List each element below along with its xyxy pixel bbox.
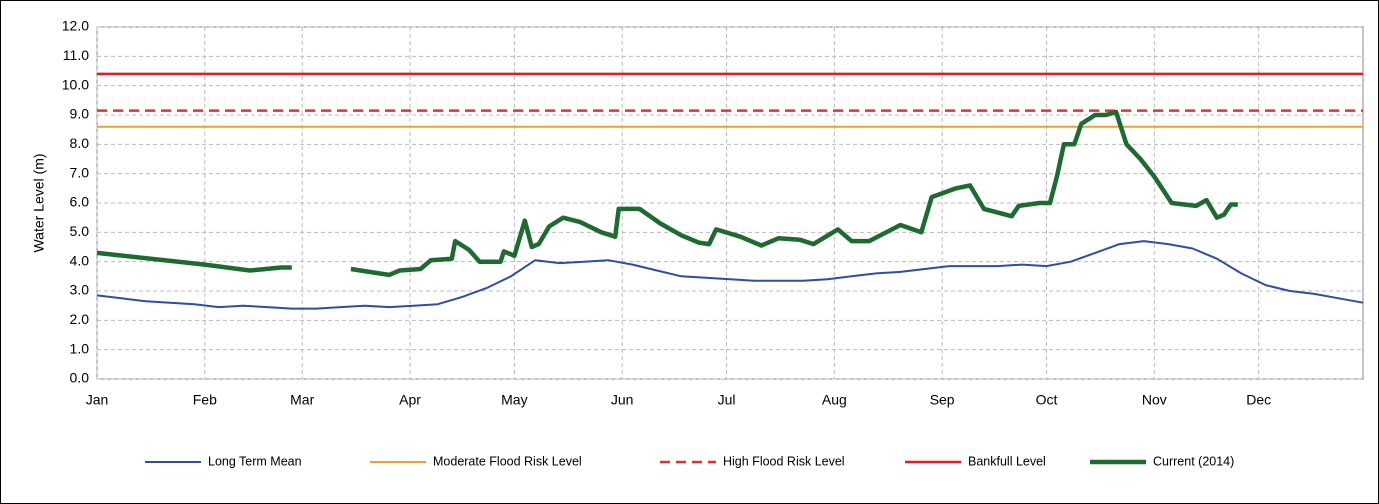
y-tick-label: 1.0 xyxy=(70,340,90,356)
x-tick-label: Jul xyxy=(718,392,736,408)
x-tick-label: Apr xyxy=(399,392,421,408)
x-tick-label: Feb xyxy=(193,392,217,408)
x-tick-label: Jan xyxy=(86,392,109,408)
y-tick-label: 7.0 xyxy=(70,164,90,180)
legend-label: Moderate Flood Risk Level xyxy=(433,454,582,468)
x-tick-label: Aug xyxy=(822,392,847,408)
legend-label: Bankfull Level xyxy=(968,454,1046,468)
x-tick-label: Dec xyxy=(1246,392,1271,408)
y-tick-label: 12.0 xyxy=(62,18,89,34)
legend-label: High Flood Risk Level xyxy=(723,454,845,468)
x-tick-label: May xyxy=(501,392,527,408)
y-tick-label: 6.0 xyxy=(70,194,90,210)
y-tick-label: 2.0 xyxy=(70,311,90,327)
x-tick-label: Mar xyxy=(290,392,314,408)
y-tick-label: 5.0 xyxy=(70,223,90,239)
y-tick-label: 3.0 xyxy=(70,282,90,298)
legend-label: Current (2014) xyxy=(1153,454,1234,468)
y-tick-label: 8.0 xyxy=(70,135,90,151)
series-line xyxy=(96,240,1364,310)
y-tick-label: 0.0 xyxy=(70,370,90,386)
y-tick-label: 10.0 xyxy=(62,76,89,92)
y-axis-label: Water Level (m) xyxy=(31,153,47,252)
y-tick-label: 11.0 xyxy=(63,47,89,63)
x-tick-label: Nov xyxy=(1142,392,1167,408)
y-tick-label: 9.0 xyxy=(70,106,90,122)
legend-label: Long Term Mean xyxy=(208,454,302,468)
x-tick-label: Oct xyxy=(1036,392,1058,408)
series-line xyxy=(96,109,1238,278)
x-tick-label: Sep xyxy=(930,392,955,408)
x-tick-label: Jun xyxy=(611,392,634,408)
y-tick-label: 4.0 xyxy=(70,252,90,268)
